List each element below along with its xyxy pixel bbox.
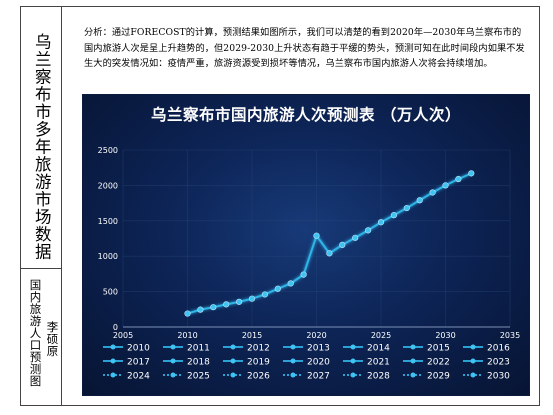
series-line [187,172,472,315]
legend-swatch-marker [230,358,236,364]
legend-label: 2029 [427,372,450,382]
legend-label: 2016 [487,344,510,354]
chart-panel: 乌兰察布市国内旅游人次预测表 （万人次） 0 500 1000 1500 2000 250… [82,94,530,396]
legend-label: 2024 [127,372,150,382]
y-tick-label: 0 [113,323,118,332]
legend-label: 2017 [127,358,150,368]
legend-label: 2013 [307,344,330,354]
y-tick-label: 1000 [98,252,118,261]
data-point [184,310,191,317]
chart-title: 乌兰察布市国内旅游人次预测表 （万人次） [151,106,461,124]
data-point [429,189,436,196]
legend-label: 2014 [367,344,390,354]
legend-label: 2011 [187,344,210,354]
data-point [442,182,449,189]
sidebar-author: 李硕原 [45,321,60,357]
legend-swatch-marker [230,344,236,350]
legend-swatch-marker [470,344,476,350]
legend-swatch-marker [110,358,116,364]
data-point [274,285,281,292]
legend-label: 2010 [127,344,150,354]
y-tick-label: 1500 [98,217,118,226]
data-point [300,271,307,278]
legend-swatch-marker [290,358,296,364]
legend-swatch-marker [470,372,476,378]
data-point [377,219,385,226]
x-tick-label: 2035 [500,331,520,340]
legend-label: 2027 [307,372,330,382]
data-point [236,298,243,305]
data-point [326,250,333,257]
data-point [365,227,372,234]
data-point [261,291,268,298]
legend-swatch-marker [410,344,416,350]
legend-swatch-marker [290,344,296,350]
data-point [197,306,204,313]
legend-label: 2025 [187,372,210,382]
legend-label: 2019 [247,358,270,368]
x-tick-label: 2020 [306,331,326,340]
legend-swatch-marker [110,372,116,378]
legend-label: 2030 [487,372,510,382]
legend-label: 2015 [427,344,450,354]
data-point [352,234,359,241]
legend-swatch-marker [350,372,356,378]
y-tick-label: 500 [103,288,118,297]
sidebar-title: 乌兰察布市多年旅游市场数据 [32,33,52,261]
legend-label: 2012 [247,344,270,354]
data-point [416,197,423,204]
legend-label: 2021 [367,358,390,368]
legend-swatch-marker [170,344,176,350]
legend-label: 2026 [247,372,270,382]
x-tick-label: 2030 [435,331,455,340]
legend-label: 2020 [307,358,330,368]
legend-swatch-marker [170,358,176,364]
x-tick-label: 2025 [371,331,391,340]
legend-label: 2028 [367,372,390,382]
data-point [248,295,256,302]
legend-label: 2022 [427,358,450,368]
legend-swatch-marker [350,358,356,364]
data-point [210,304,217,311]
legend-swatch-marker [410,372,416,378]
legend-swatch-marker [110,344,116,350]
legend-swatch-marker [170,372,176,378]
data-point [287,280,294,287]
data-point [339,241,346,248]
data-point [390,212,398,219]
data-point [223,301,230,308]
legend-swatch-marker [470,358,476,364]
data-point [313,232,320,239]
sidebar-title-cell: 乌兰察布市多年旅游市场数据 [21,7,62,269]
legend-swatch-marker [230,372,236,378]
data-point [455,175,462,183]
legend-label: 2018 [187,358,210,368]
y-tick-label: 2000 [98,181,118,190]
legend-swatch-marker [350,344,356,350]
sidebar-info-cell: 国内旅游人口预测图 李硕原 [21,269,62,405]
line-chart: 0 500 1000 1500 2000 2500 2005 2010 2015 2020 2025… [98,146,521,382]
x-tick-label: 2010 [177,331,197,340]
x-tick-label: 2005 [113,331,133,340]
legend-swatch-marker [290,372,296,378]
legend-swatch-marker [410,358,416,364]
data-point [468,170,475,177]
x-tick-label: 2015 [242,331,262,340]
analysis-paragraph: 分析：通过FORECOST的计算，预测结果如图所示，我们可以清楚的看到2020年… [84,27,525,69]
legend-label: 2023 [487,358,510,368]
sidebar-subtitle: 国内旅游人口预测图 [28,279,43,387]
data-point [403,204,410,212]
y-tick-label: 2500 [98,146,118,155]
